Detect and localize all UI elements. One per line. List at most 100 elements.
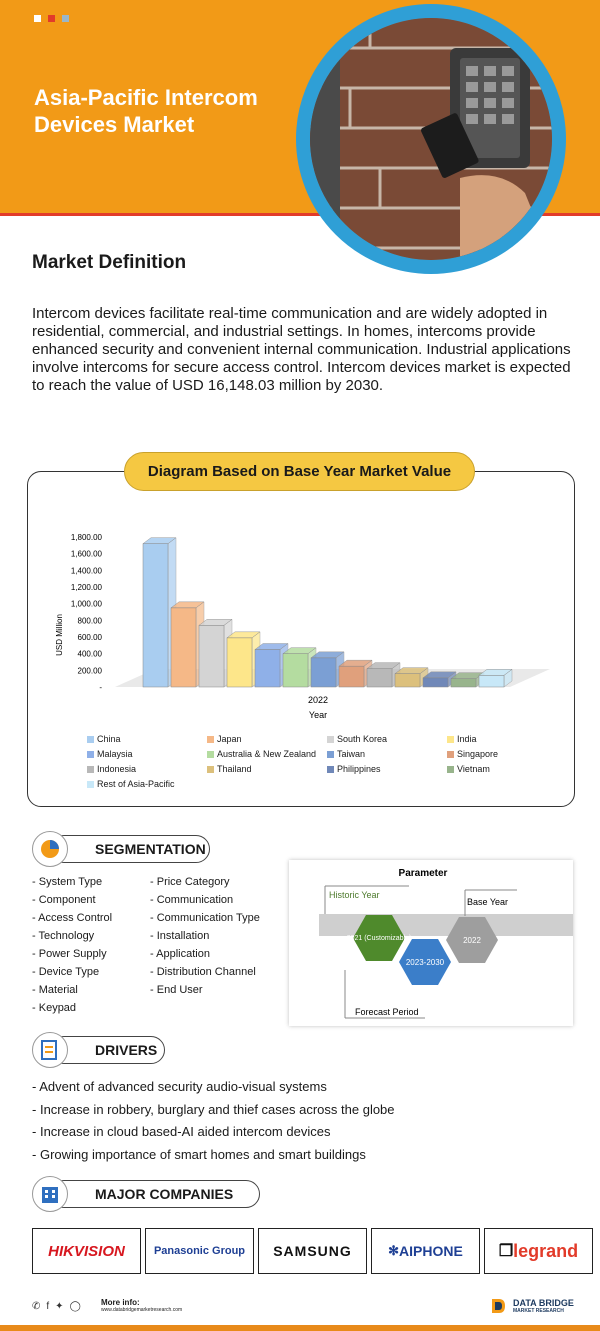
segmentation-list-1: System Type Component Access Control Tec…	[32, 873, 112, 1017]
aiphone-logo: ✻ AIPHONE	[371, 1228, 480, 1274]
legend-label: India	[457, 734, 477, 744]
y-tick-label: 200.00	[78, 666, 103, 675]
segment-item: Price Category	[150, 873, 260, 891]
bar-top	[478, 669, 513, 676]
segment-item: Device Type	[32, 963, 112, 981]
page-title: Asia-Pacific Intercom Devices Market	[34, 85, 258, 137]
legend-item: South Korea	[327, 734, 447, 744]
bar-malaysia	[254, 649, 281, 688]
forecast-period-label: Forecast Period	[355, 1007, 419, 1017]
bar-top	[142, 537, 177, 544]
segment-item: Power Supply	[32, 945, 112, 963]
dot-3	[62, 15, 69, 22]
market-definition-text: Intercom devices facilitate real-time co…	[32, 305, 571, 394]
bar-top	[338, 659, 373, 667]
checklist-icon	[32, 1032, 68, 1068]
companies-pill: MAJOR COMPANIES	[50, 1180, 260, 1208]
y-tick-label: 800.00	[78, 616, 103, 625]
x-category-label: 2022	[308, 695, 328, 705]
legend-label: China	[97, 734, 121, 744]
whatsapp-icon[interactable]: ✆	[32, 1301, 41, 1312]
legend-label: Rest of Asia-Pacific	[97, 779, 175, 789]
drivers-heading: DRIVERS	[95, 1042, 158, 1058]
social-icons: ✆ f ✦ ◯	[32, 1301, 81, 1312]
bar-top	[394, 667, 429, 674]
legend-label: Indonesia	[97, 764, 137, 774]
base-year-value: 2022	[463, 936, 481, 945]
segment-item: Application	[150, 945, 260, 963]
forecast-period-value: 2023-2030	[406, 958, 445, 967]
bar-australia-new-zealand	[282, 653, 309, 688]
legend-swatch	[447, 735, 454, 743]
legend-swatch	[87, 750, 94, 758]
y-tick-label: 400.00	[78, 650, 103, 659]
bar-indonesia	[366, 668, 393, 688]
bar-top	[366, 662, 401, 669]
y-tick-label: 1,400.00	[71, 566, 103, 575]
legend-swatch	[87, 765, 94, 773]
legend-item: Philippines	[327, 764, 447, 774]
legend-swatch	[327, 765, 334, 773]
legend-swatch	[207, 735, 214, 743]
segmentation-pill: SEGMENTATION	[50, 835, 210, 863]
segment-item: Keypad	[32, 999, 112, 1017]
dot-1	[34, 15, 41, 22]
y-tick-label: 1,600.00	[71, 550, 103, 559]
legend-item: India	[447, 734, 557, 744]
y-axis-label: USD Million	[55, 614, 64, 656]
chart-legend: China Japan South Korea India Malaysia Austra…	[87, 734, 557, 789]
bar-top	[282, 647, 317, 654]
pie-chart-icon	[32, 831, 68, 867]
driver-item: Increase in cloud based-AI aided interco…	[32, 1121, 395, 1144]
driver-item: Increase in robbery, burglary and thief …	[32, 1099, 395, 1122]
data-bridge-logo: DATA BRIDGE MARKET RESEARCH	[489, 1296, 574, 1316]
bar-top	[310, 651, 345, 659]
brand-name: DATA BRIDGE	[513, 1298, 574, 1308]
driver-item: Growing importance of smart homes and sm…	[32, 1144, 395, 1167]
segment-item: Communication	[150, 891, 260, 909]
legend-swatch	[207, 765, 214, 773]
legend-item: Australia & New Zealand	[207, 749, 327, 759]
bar-china	[142, 543, 169, 688]
bar-chart: 1,800.00 1,600.00 1,400.00 1,200.00 1,000.00…	[55, 533, 550, 720]
more-info: More info: www.databridgemarketresearch.…	[101, 1298, 182, 1313]
legend-label: Japan	[217, 734, 242, 744]
bar-singapore	[338, 665, 365, 688]
twitter-icon[interactable]: ✦	[55, 1301, 64, 1312]
y-tick-label: 1,000.00	[71, 600, 103, 609]
segmentation-heading: SEGMENTATION	[95, 841, 206, 857]
bar-philippines	[422, 677, 449, 688]
legend-swatch	[87, 780, 94, 788]
legend-label: Australia & New Zealand	[217, 749, 317, 759]
instagram-icon[interactable]: ◯	[69, 1301, 81, 1312]
website-link[interactable]: www.databridgemarketresearch.com	[101, 1307, 183, 1313]
more-info-label: More info:	[101, 1298, 140, 1307]
legend-label: Taiwan	[337, 749, 366, 759]
legend-label: South Korea	[337, 734, 388, 744]
legend-item: Malaysia	[87, 749, 207, 759]
historic-year-value: 2021 (Customizable)	[347, 935, 412, 942]
header-divider	[0, 213, 600, 216]
legend-item: Thailand	[207, 764, 327, 774]
parameter-title: Parameter	[399, 868, 448, 879]
bar-top	[226, 631, 261, 639]
legrand-logo: ❐ legrand	[484, 1228, 593, 1274]
legend-swatch	[327, 750, 334, 758]
bar-top	[422, 671, 457, 679]
driver-item: Advent of advanced security audio-visual…	[32, 1076, 395, 1099]
dot-2	[48, 15, 55, 22]
parameter-box: Parameter Historic Year 2021 (Customizab…	[289, 860, 573, 1026]
legend-label: Thailand	[217, 764, 252, 774]
bar-south-korea	[198, 625, 225, 688]
data-bridge-icon	[492, 1299, 505, 1313]
legend-swatch	[207, 750, 214, 758]
segmentation-list-2: Price Category Communication Communicati…	[150, 873, 260, 999]
facebook-icon[interactable]: f	[46, 1301, 50, 1312]
brand-sub: MARKET RESEARCH	[513, 1308, 564, 1314]
header-dots	[34, 15, 69, 22]
legend-item: China	[87, 734, 207, 744]
legend-swatch	[327, 735, 334, 743]
companies-heading: MAJOR COMPANIES	[95, 1186, 234, 1202]
segment-item: Material	[32, 981, 112, 999]
legend-item: Taiwan	[327, 749, 447, 759]
